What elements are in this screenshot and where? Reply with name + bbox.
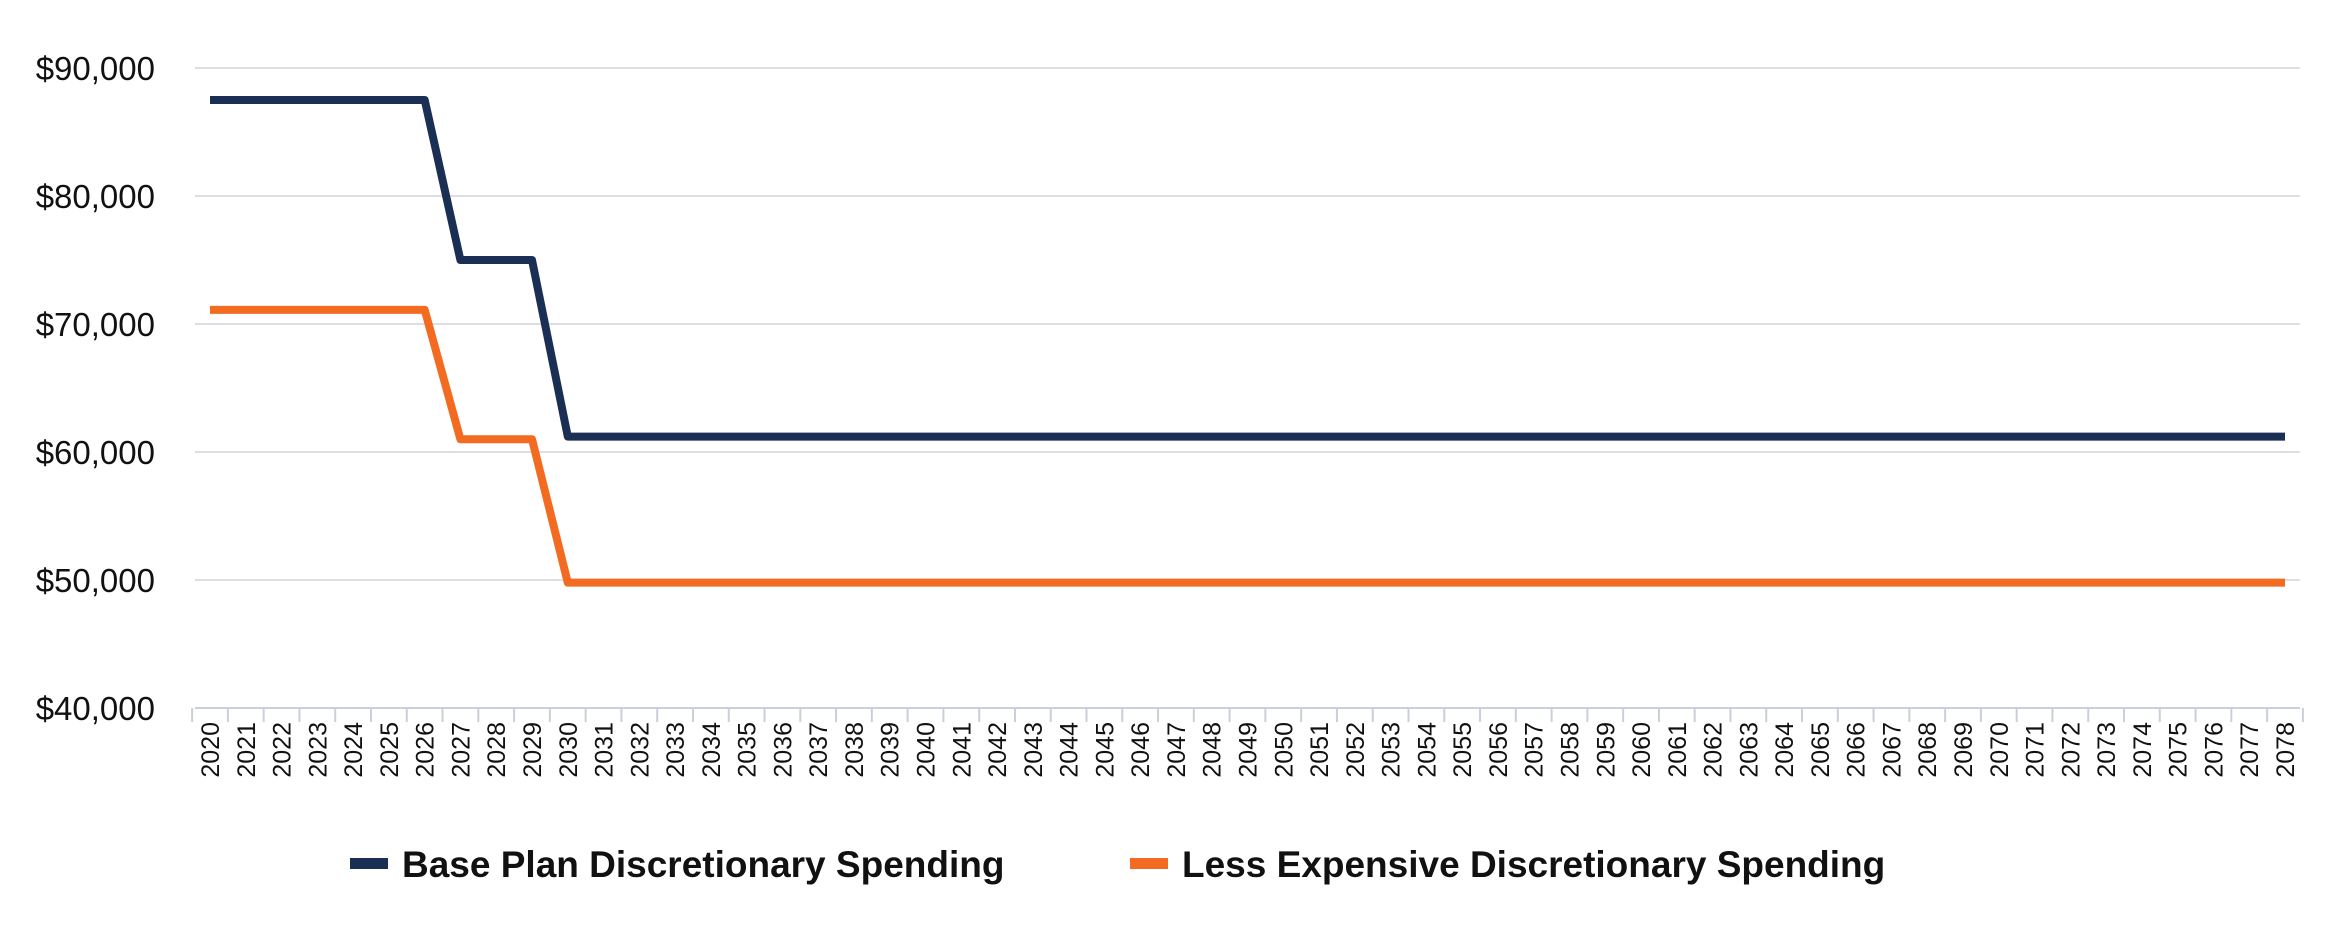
x-tick-label: 2052 xyxy=(1342,722,1370,778)
x-tick-label: 2049 xyxy=(1235,722,1263,778)
x-tick-label: 2059 xyxy=(1592,722,1620,778)
x-tick-label: 2048 xyxy=(1199,722,1227,778)
x-tick-label: 2035 xyxy=(734,722,762,778)
series-line xyxy=(210,305,2285,587)
x-tick-label: 2070 xyxy=(1986,722,2014,778)
y-tick-label: $80,000 xyxy=(36,178,155,215)
x-tick-label: 2038 xyxy=(841,722,869,778)
x-tick-label: 2054 xyxy=(1413,722,1441,778)
x-tick-label: 2053 xyxy=(1378,722,1406,778)
x-tick-label: 2063 xyxy=(1735,722,1763,778)
x-tick-label: 2041 xyxy=(948,722,976,778)
x-tick-label: 2071 xyxy=(2022,722,2050,778)
x-tick-label: 2047 xyxy=(1163,722,1191,778)
x-tick-label: 2065 xyxy=(1807,722,1835,778)
x-tick-label: 2037 xyxy=(805,722,833,778)
x-tick-label: 2023 xyxy=(304,722,332,778)
x-tick-label: 2020 xyxy=(197,722,225,778)
x-tick-label: 2062 xyxy=(1700,722,1728,778)
x-tick-label: 2072 xyxy=(2057,722,2085,778)
x-tick-label: 2033 xyxy=(662,722,690,778)
x-tick-label: 2077 xyxy=(2236,722,2264,778)
x-tick-label: 2029 xyxy=(519,722,547,778)
y-axis-tick-labels: $40,000 $50,000 $60,000 $70,000 $80,000 $90,0… xyxy=(36,50,155,727)
y-tick-label: $70,000 xyxy=(36,306,155,343)
x-tick-label: 2043 xyxy=(1020,722,1048,778)
x-tick-label: 2055 xyxy=(1449,722,1477,778)
gridlines xyxy=(195,67,2300,581)
y-tick-label: $50,000 xyxy=(36,562,155,599)
x-tick-label: 2046 xyxy=(1127,722,1155,778)
x-tick-label: 2069 xyxy=(1950,722,1978,778)
x-tick-label: 2068 xyxy=(1914,722,1942,778)
x-tick-label: 2050 xyxy=(1270,722,1298,778)
x-tick-label: 2061 xyxy=(1664,722,1692,778)
x-tick-label: 2039 xyxy=(877,722,905,778)
y-tick-label: $40,000 xyxy=(36,690,155,727)
x-tick-label: 2036 xyxy=(769,722,797,778)
x-tick-label: 2040 xyxy=(913,722,941,778)
series-lines xyxy=(210,96,2285,587)
legend-label: Base Plan Discretionary Spending xyxy=(402,844,1004,885)
x-tick-label: 2058 xyxy=(1556,722,1584,778)
x-tick-label: 2022 xyxy=(269,722,297,778)
x-tick-label: 2056 xyxy=(1485,722,1513,778)
x-tick-label: 2067 xyxy=(1878,722,1906,778)
x-tick-label: 2042 xyxy=(984,722,1012,778)
x-tick-label: 2032 xyxy=(626,722,654,778)
x-tick-label: 2064 xyxy=(1771,722,1799,778)
legend-label: Less Expensive Discretionary Spending xyxy=(1182,844,1885,885)
x-tick-label: 2044 xyxy=(1056,722,1084,778)
x-tick-label: 2027 xyxy=(447,722,475,778)
x-tick-label: 2028 xyxy=(483,722,511,778)
x-tick-label: 2057 xyxy=(1521,722,1549,778)
legend-swatch xyxy=(1130,858,1168,869)
x-tick-label: 2021 xyxy=(233,722,261,778)
x-tick-label: 2060 xyxy=(1628,722,1656,778)
y-tick-label: $60,000 xyxy=(36,434,155,471)
x-tick-label: 2025 xyxy=(376,722,404,778)
x-axis-tick-labels: 2020 2021 2022 2023 2024 2025 2026 2027 2028 2029… xyxy=(197,722,2300,778)
x-tick-label: 2074 xyxy=(2129,722,2157,778)
x-tick-label: 2073 xyxy=(2093,722,2121,778)
legend-swatch xyxy=(350,858,388,869)
x-tick-label: 2051 xyxy=(1306,722,1334,778)
x-tick-label: 2075 xyxy=(2165,722,2193,778)
axes xyxy=(191,707,2304,722)
y-tick-label: $90,000 xyxy=(36,50,155,87)
x-tick-label: 2034 xyxy=(698,722,726,778)
legend: Base Plan Discretionary Spending Less Exp… xyxy=(350,844,1885,885)
x-tick-label: 2078 xyxy=(2272,722,2300,778)
x-tick-label: 2030 xyxy=(555,722,583,778)
x-tick-label: 2026 xyxy=(412,722,440,778)
x-tick-label: 2076 xyxy=(2200,722,2228,778)
x-tick-label: 2066 xyxy=(1843,722,1871,778)
x-tick-label: 2031 xyxy=(591,722,619,778)
x-tick-label: 2045 xyxy=(1091,722,1119,778)
x-tick-label: 2024 xyxy=(340,722,368,778)
series-line xyxy=(210,96,2285,441)
